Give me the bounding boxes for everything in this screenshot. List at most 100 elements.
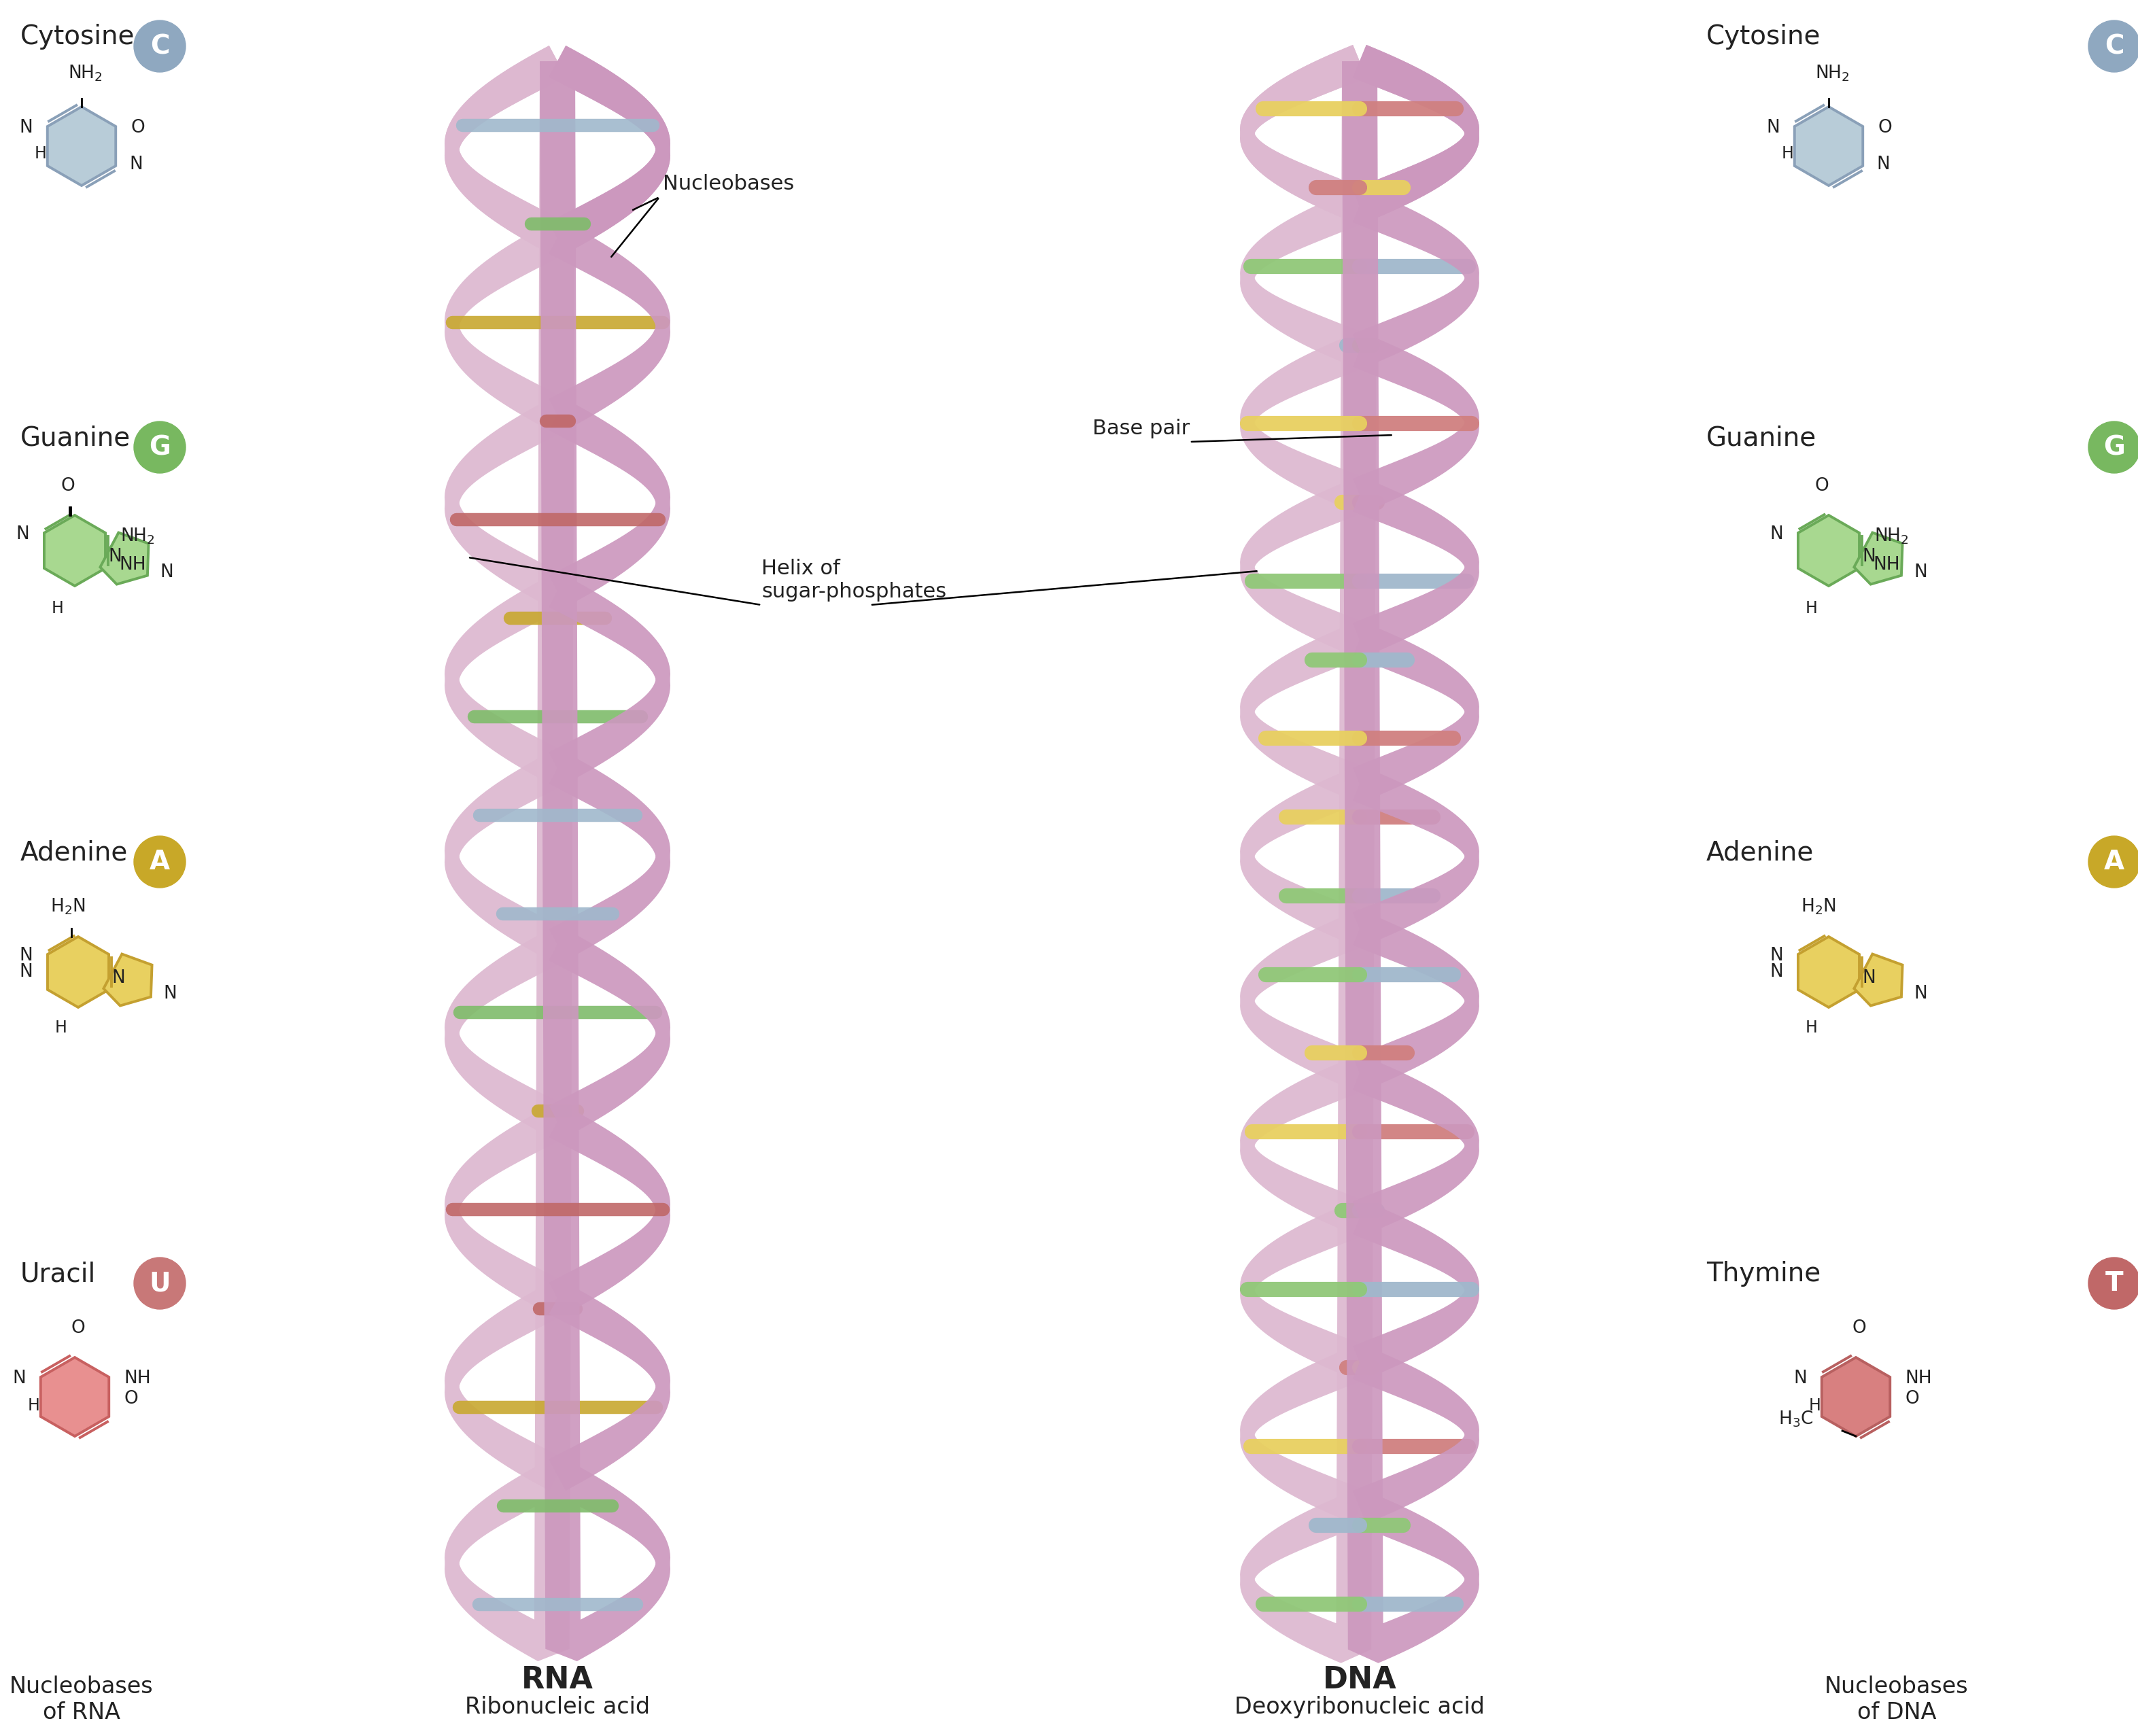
Text: N: N (19, 946, 32, 965)
Polygon shape (539, 61, 671, 1661)
Text: H: H (1781, 146, 1794, 161)
Text: Deoxyribonucleic acid: Deoxyribonucleic acid (1234, 1696, 1484, 1719)
Text: N: N (1862, 969, 1875, 986)
Text: NH: NH (124, 1370, 152, 1387)
Text: N: N (19, 963, 32, 981)
Text: Cytosine: Cytosine (1706, 24, 1822, 50)
Text: Ribonucleic acid: Ribonucleic acid (464, 1696, 650, 1719)
Text: N: N (1794, 1370, 1807, 1387)
Polygon shape (1240, 479, 1366, 656)
Text: Base pair: Base pair (1093, 418, 1189, 439)
Polygon shape (549, 45, 671, 253)
Polygon shape (1240, 623, 1366, 800)
Text: H: H (1807, 1019, 1817, 1036)
Polygon shape (445, 752, 567, 960)
Text: Guanine: Guanine (21, 425, 130, 451)
Polygon shape (1240, 1345, 1366, 1524)
Text: Helix of
sugar-phosphates: Helix of sugar-phosphates (761, 559, 947, 602)
Text: N: N (15, 526, 30, 543)
Circle shape (135, 837, 186, 887)
Polygon shape (1353, 623, 1479, 800)
Text: T: T (2106, 1271, 2123, 1297)
Text: A: A (2104, 849, 2125, 875)
Polygon shape (103, 955, 152, 1005)
Text: C: C (150, 33, 169, 59)
Polygon shape (549, 1283, 671, 1491)
Text: N: N (128, 156, 143, 174)
Polygon shape (1353, 333, 1479, 512)
Circle shape (2089, 837, 2138, 887)
Text: O: O (130, 120, 145, 137)
Text: O: O (124, 1391, 139, 1408)
Polygon shape (445, 45, 567, 253)
Polygon shape (1353, 1201, 1479, 1378)
Text: Adenine: Adenine (1706, 840, 1813, 865)
Text: NH$_2$: NH$_2$ (120, 526, 154, 547)
Text: H: H (1807, 601, 1817, 616)
Text: NH: NH (1905, 1370, 1933, 1387)
Text: C: C (2104, 33, 2123, 59)
Text: O: O (1877, 120, 1892, 137)
Polygon shape (1822, 1358, 1890, 1436)
Text: Adenine: Adenine (21, 840, 128, 865)
Text: N: N (111, 969, 126, 986)
Text: G: G (150, 434, 171, 460)
Polygon shape (1240, 45, 1366, 222)
Polygon shape (1240, 1057, 1366, 1234)
Polygon shape (1240, 767, 1366, 944)
Text: NH: NH (120, 556, 145, 573)
Polygon shape (1343, 61, 1479, 1663)
Polygon shape (1240, 1201, 1366, 1378)
Text: N: N (109, 547, 122, 566)
Circle shape (135, 21, 186, 73)
Polygon shape (47, 937, 109, 1007)
Polygon shape (41, 1358, 109, 1436)
Polygon shape (1240, 913, 1366, 1090)
Circle shape (135, 422, 186, 474)
Polygon shape (1794, 106, 1862, 186)
Text: H$_2$N: H$_2$N (51, 898, 86, 917)
Text: Thymine: Thymine (1706, 1260, 1822, 1286)
Text: H: H (51, 601, 64, 616)
Text: Nucleobases
of DNA: Nucleobases of DNA (1824, 1675, 1969, 1724)
Text: H: H (28, 1397, 41, 1413)
Circle shape (2089, 422, 2138, 474)
Text: O: O (60, 477, 75, 495)
Text: N: N (1914, 984, 1926, 1002)
Polygon shape (1353, 479, 1479, 656)
Circle shape (2089, 21, 2138, 73)
Text: H: H (1809, 1397, 1822, 1413)
Text: O: O (71, 1319, 86, 1337)
Polygon shape (445, 61, 575, 1661)
Polygon shape (1353, 1345, 1479, 1524)
Circle shape (135, 1257, 186, 1309)
Polygon shape (549, 222, 671, 431)
Polygon shape (1353, 45, 1479, 222)
Polygon shape (445, 1106, 567, 1314)
Text: O: O (1815, 477, 1828, 495)
Polygon shape (1240, 45, 1366, 222)
Text: H: H (56, 1019, 66, 1036)
Text: Uracil: Uracil (21, 1260, 96, 1286)
Text: H: H (34, 146, 47, 161)
Text: N: N (1862, 547, 1875, 566)
Polygon shape (1798, 937, 1860, 1007)
Polygon shape (1854, 533, 1903, 585)
Polygon shape (549, 576, 671, 783)
Polygon shape (549, 929, 671, 1137)
Polygon shape (445, 45, 567, 253)
Polygon shape (1353, 767, 1479, 944)
Text: U: U (150, 1271, 171, 1297)
Text: N: N (162, 984, 177, 1002)
Polygon shape (445, 929, 567, 1137)
Polygon shape (445, 1283, 567, 1491)
Text: N: N (1766, 120, 1779, 137)
Text: N: N (1770, 946, 1783, 965)
Polygon shape (1353, 45, 1479, 222)
Polygon shape (549, 45, 671, 253)
Text: N: N (13, 1370, 26, 1387)
Text: H$_2$N: H$_2$N (1800, 898, 1837, 917)
Text: RNA: RNA (522, 1665, 594, 1694)
Polygon shape (47, 106, 115, 186)
Text: N: N (19, 120, 32, 137)
